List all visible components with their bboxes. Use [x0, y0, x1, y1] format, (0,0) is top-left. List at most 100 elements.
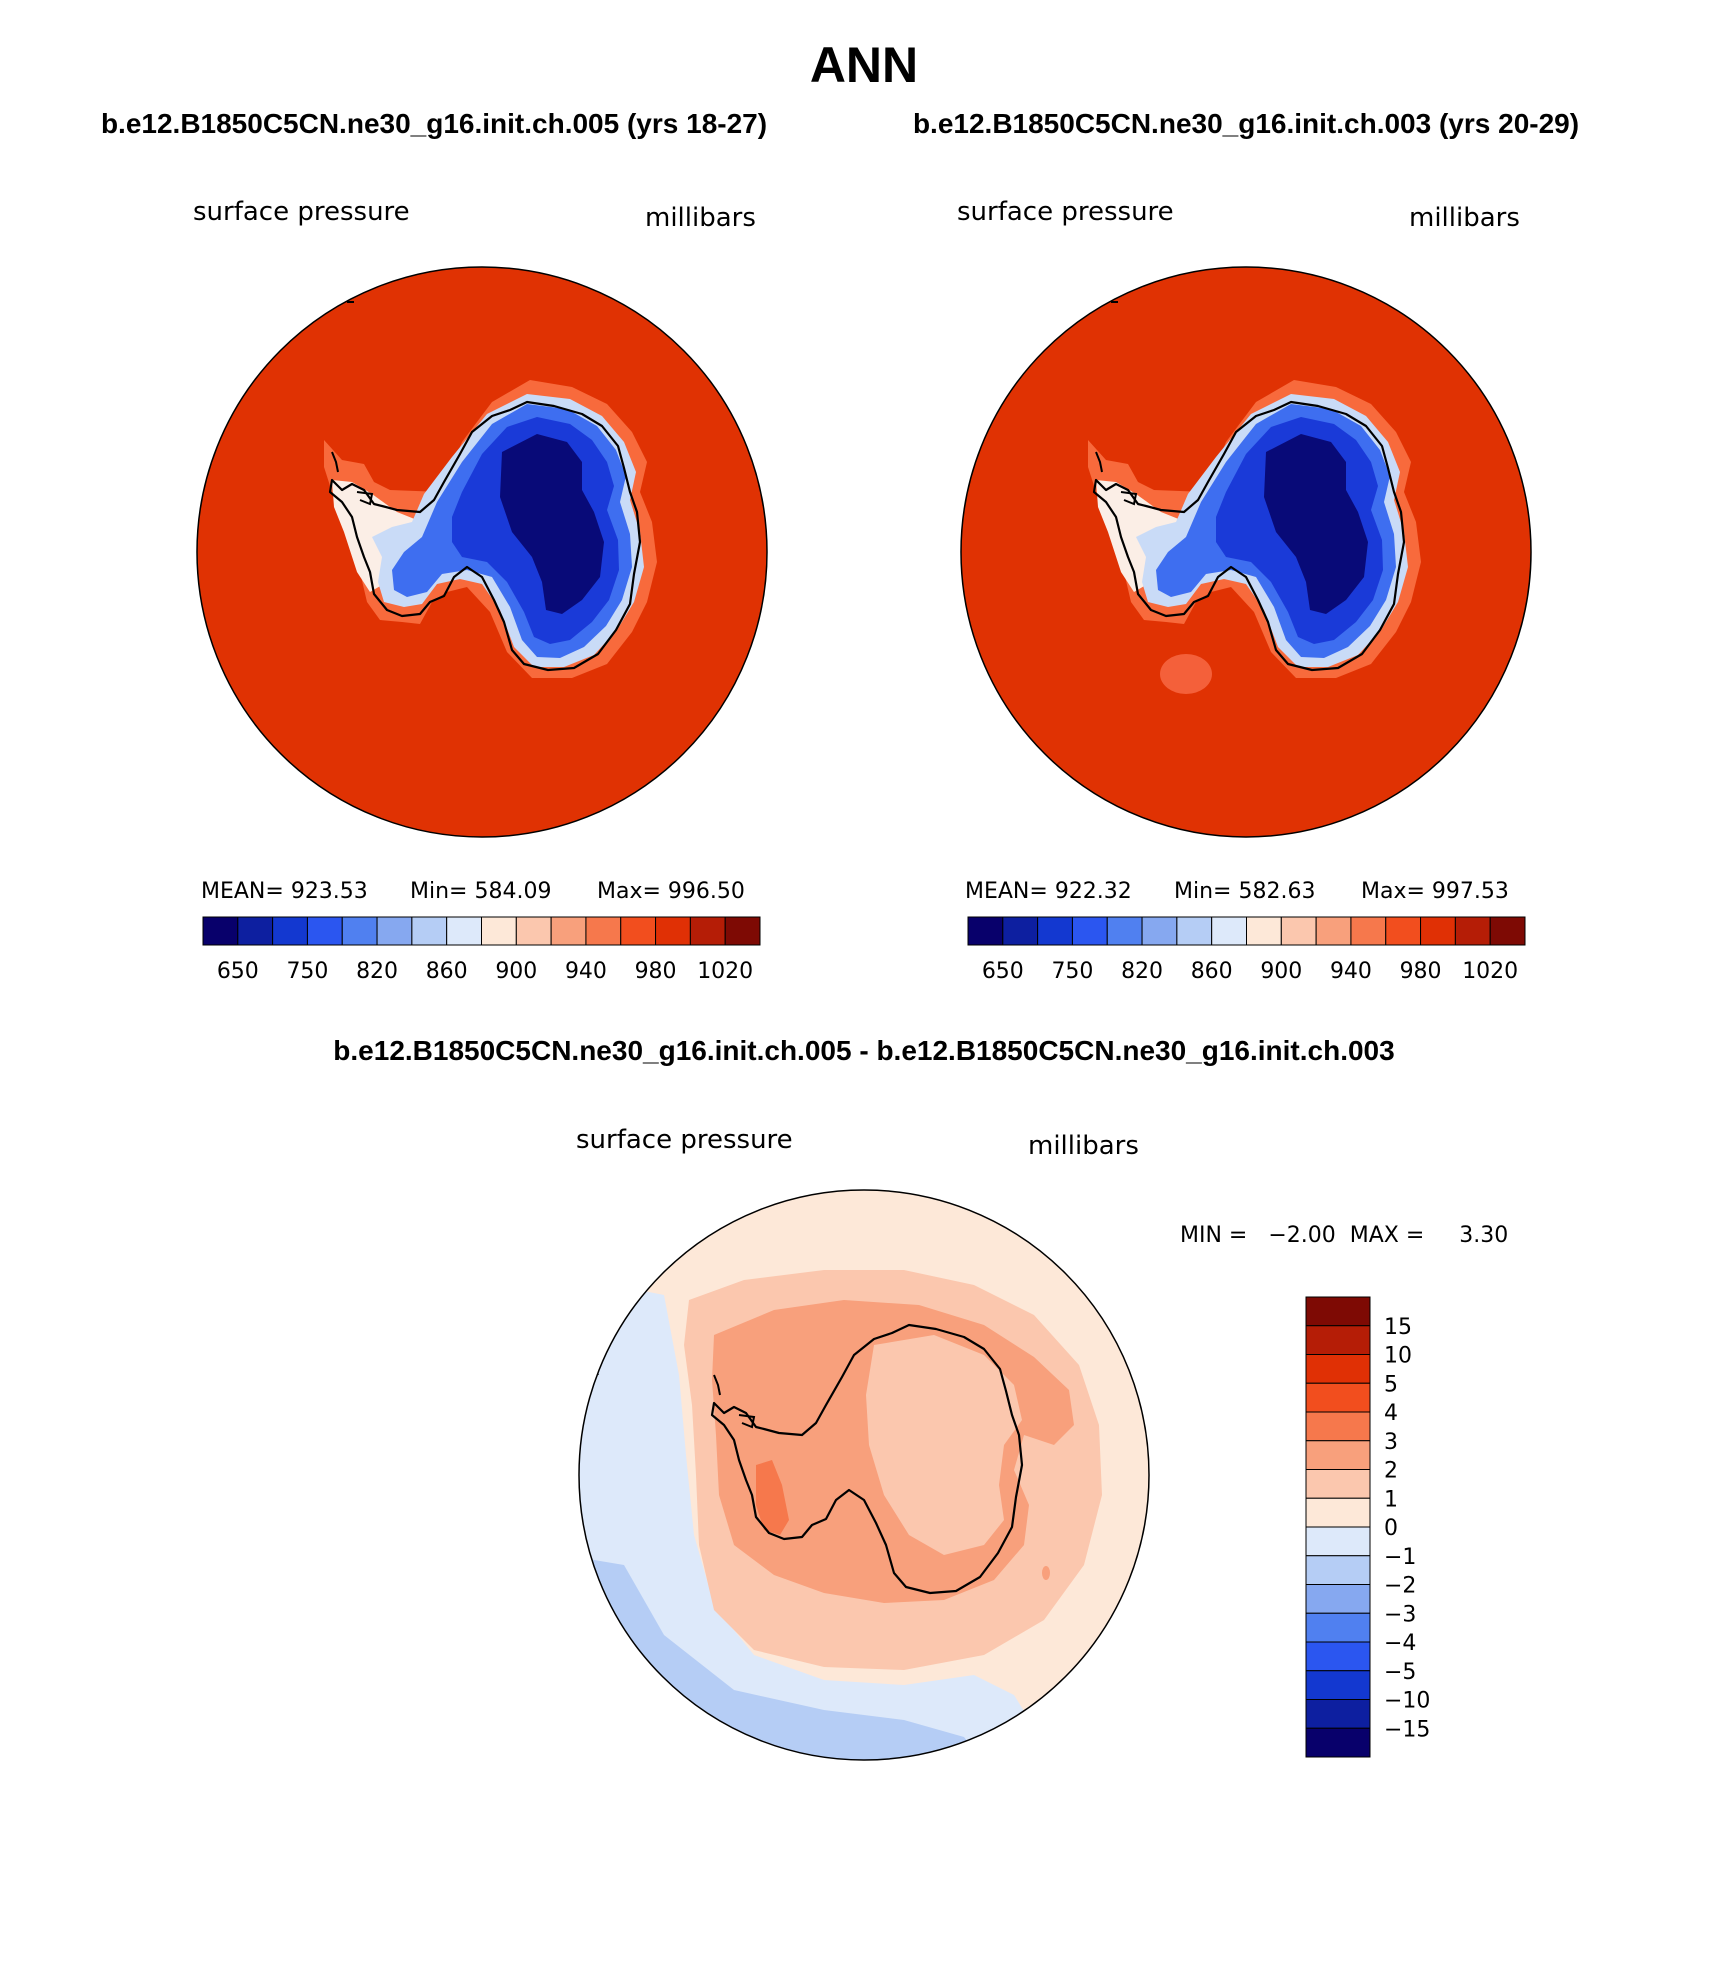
left-colorbar [202, 916, 761, 946]
colorbar-swatch [1305, 1497, 1371, 1528]
colorbar-swatch [1350, 916, 1387, 946]
colorbar-swatch [655, 916, 691, 946]
colorbar-tick-label: 980 [635, 959, 677, 984]
right-panel: surface pressure millibars MEAN= 922.32 … [957, 197, 1532, 984]
colorbar-tick-label: 750 [1051, 959, 1093, 984]
colorbar-swatch [967, 916, 1004, 946]
left-panel: surface pressure millibars MEAN= 923.53 … [193, 197, 768, 984]
colorbar-swatch [1305, 1469, 1371, 1499]
colorbar-tick-label: 2 [1384, 1459, 1398, 1484]
left-colorbar-ticks: 650 750 820 860 900 940 980 1020 [217, 959, 753, 984]
colorbar-tick-label: 5 [1384, 1372, 1398, 1397]
diff-map [579, 1190, 1149, 1760]
colorbar-swatch [1280, 916, 1317, 946]
colorbar-tick-label: 0 [1384, 1516, 1398, 1541]
right-colorbar [967, 916, 1526, 946]
colorbar-swatch [1305, 1584, 1371, 1614]
right-colorbar-ticks: 650 750 820 860 900 940 980 1020 [982, 959, 1518, 984]
colorbar-swatch [272, 916, 308, 946]
diff-panel: surface pressure millibars MIN = −2.00 M… [576, 1125, 1508, 1761]
colorbar-tick-label: 10 [1384, 1344, 1412, 1369]
right-case-label: b.e12.B1850C5CN.ne30_g16.init.ch.003 (yr… [913, 108, 1579, 139]
colorbar-swatch [1071, 916, 1108, 946]
diff-case-label: b.e12.B1850C5CN.ne30_g16.init.ch.005 - b… [333, 1035, 1394, 1066]
colorbar-tick-label: 1 [1384, 1487, 1398, 1512]
colorbar-swatch [1211, 916, 1247, 946]
colorbar-swatch [1305, 1526, 1371, 1557]
diff-variable-label: surface pressure [576, 1125, 793, 1155]
colorbar-tick-label: −1 [1384, 1545, 1416, 1570]
left-coastline [328, 400, 642, 672]
colorbar-tick-label: 940 [565, 959, 607, 984]
colorbar-swatch [202, 916, 239, 946]
colorbar-tick-label: 650 [217, 959, 259, 984]
colorbar-swatch [1420, 916, 1456, 946]
figure-title: ANN [810, 37, 918, 93]
colorbar-swatch [1454, 916, 1491, 946]
colorbar-tick-label: 3 [1384, 1430, 1398, 1455]
colorbar-swatch [1305, 1440, 1371, 1470]
diff-negative-light [579, 1275, 1064, 1760]
colorbar-tick-label: 940 [1330, 959, 1372, 984]
colorbar-swatch [237, 916, 274, 946]
colorbar-swatch [1385, 916, 1422, 946]
right-ice-core [1264, 434, 1368, 614]
colorbar-swatch [446, 916, 482, 946]
colorbar-swatch [1305, 1382, 1371, 1413]
colorbar-tick-label: 750 [286, 959, 328, 984]
left-ice-core [500, 434, 604, 614]
left-variable-label: surface pressure [193, 197, 410, 227]
colorbar-tick-label: 980 [1400, 959, 1442, 984]
diff-units-label: millibars [1028, 1131, 1139, 1161]
diff-coastline [710, 1323, 1024, 1595]
colorbar-swatch [306, 916, 343, 946]
colorbar-tick-label: −10 [1384, 1689, 1430, 1714]
colorbar-tick-label: −5 [1384, 1660, 1416, 1685]
colorbar-swatch [585, 916, 622, 946]
colorbar-swatch [481, 916, 517, 946]
colorbar-tick-label: −2 [1384, 1574, 1416, 1599]
colorbar-swatch [620, 916, 657, 946]
colorbar-tick-label: 1020 [1462, 959, 1518, 984]
colorbar-tick-label: −3 [1384, 1602, 1416, 1627]
colorbar-swatch [411, 916, 448, 946]
left-mean-text: MEAN= 923.53 [201, 879, 368, 904]
colorbar-swatch [550, 916, 587, 946]
right-max-text: Max= 997.53 [1361, 879, 1509, 904]
colorbar-swatch [1305, 1296, 1371, 1327]
colorbar-tick-label: 900 [495, 959, 537, 984]
colorbar-swatch [1305, 1699, 1371, 1729]
right-min-text: Min= 582.63 [1174, 879, 1315, 904]
colorbar-swatch [1305, 1325, 1371, 1355]
colorbar-swatch [1002, 916, 1039, 946]
colorbar-tick-label: 900 [1260, 959, 1302, 984]
colorbar-tick-label: 15 [1384, 1315, 1412, 1340]
colorbar-tick-label: −15 [1384, 1717, 1430, 1742]
colorbar-tick-label: 860 [1191, 959, 1233, 984]
colorbar-tick-label: 820 [356, 959, 398, 984]
colorbar-swatch [689, 916, 726, 946]
colorbar-swatch [376, 916, 413, 946]
left-map [197, 267, 767, 837]
right-ocean-anomaly [1160, 654, 1212, 694]
left-units-label: millibars [645, 203, 756, 233]
diff-minmax-text: MIN = −2.00 MAX = 3.30 [1180, 1223, 1508, 1248]
colorbar-swatch [341, 916, 378, 946]
colorbar-tick-label: 650 [982, 959, 1024, 984]
colorbar-swatch [1305, 1727, 1371, 1758]
diff-colorbar [1305, 1296, 1371, 1758]
colorbar-tick-label: 4 [1384, 1401, 1398, 1426]
colorbar-swatch [1037, 916, 1073, 946]
colorbar-swatch [515, 916, 552, 946]
diff-positive-1-interior [866, 1335, 1022, 1555]
colorbar-swatch [1246, 916, 1282, 946]
colorbar-tick-label: 1020 [697, 959, 753, 984]
left-min-text: Min= 584.09 [410, 879, 551, 904]
left-max-text: Max= 996.50 [597, 879, 745, 904]
colorbar-tick-label: −4 [1384, 1631, 1416, 1656]
right-variable-label: surface pressure [957, 197, 1174, 227]
colorbar-swatch [1305, 1670, 1371, 1700]
right-coastline [1092, 400, 1406, 672]
